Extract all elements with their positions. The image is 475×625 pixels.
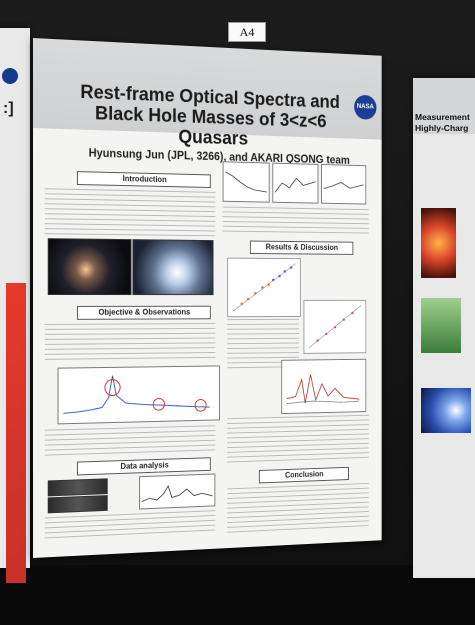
accretion-disk-illustration: [132, 239, 213, 295]
section-objective: Objective & Observations: [77, 306, 211, 320]
observation-text-block: [45, 425, 216, 457]
left-poster-red-block: [6, 283, 26, 583]
right-poster-blue-image: [421, 388, 471, 433]
right-poster-red-image: [421, 208, 456, 278]
floor: [0, 565, 475, 625]
poster-title: Rest-frame Optical Spectra and Black Hol…: [72, 82, 347, 153]
spectrum-strip-1: [48, 478, 108, 496]
right-poster-green-image: [421, 298, 461, 353]
section-data-analysis: Data analysis: [77, 457, 211, 475]
analysis-text-block: [45, 510, 216, 542]
top-plot-3: [321, 164, 366, 205]
black-hole-illustration: [48, 238, 132, 295]
results-scatter-plot-1: [227, 258, 301, 318]
main-poster: Rest-frame Optical Spectra and Black Hol…: [33, 38, 382, 558]
discussion-text-block: [227, 415, 369, 467]
nasa-logo-partial: [2, 68, 18, 84]
results-line-plot: [281, 359, 366, 414]
data-analysis-plot: [139, 473, 215, 509]
right-poster-title-line1: Measurement: [415, 112, 470, 122]
conclusion-text-block: [227, 483, 369, 535]
spectrum-strip-2: [48, 495, 108, 513]
section-conclusion: Conclusion: [259, 467, 349, 484]
top-plot-2: [272, 163, 318, 204]
right-poster-title-line2: Highly-Charg: [415, 123, 468, 133]
left-neighbor-poster: :]: [0, 28, 30, 568]
section-results: Results & Discussion: [250, 241, 353, 255]
left-poster-fragment: :]: [3, 100, 14, 118]
intro-text-block: [45, 188, 216, 240]
top-right-text-block: [223, 207, 369, 236]
results-scatter-plot-2: [303, 300, 366, 354]
right-neighbor-poster: Measurement Highly-Charg: [413, 78, 475, 578]
objective-text-block: [45, 323, 216, 364]
top-plot-1: [223, 161, 270, 202]
section-introduction: Introduction: [77, 171, 211, 188]
board-label-a4: A4: [228, 22, 266, 42]
spectrum-plot: [58, 365, 220, 424]
nasa-logo-icon: NASA: [354, 95, 376, 120]
